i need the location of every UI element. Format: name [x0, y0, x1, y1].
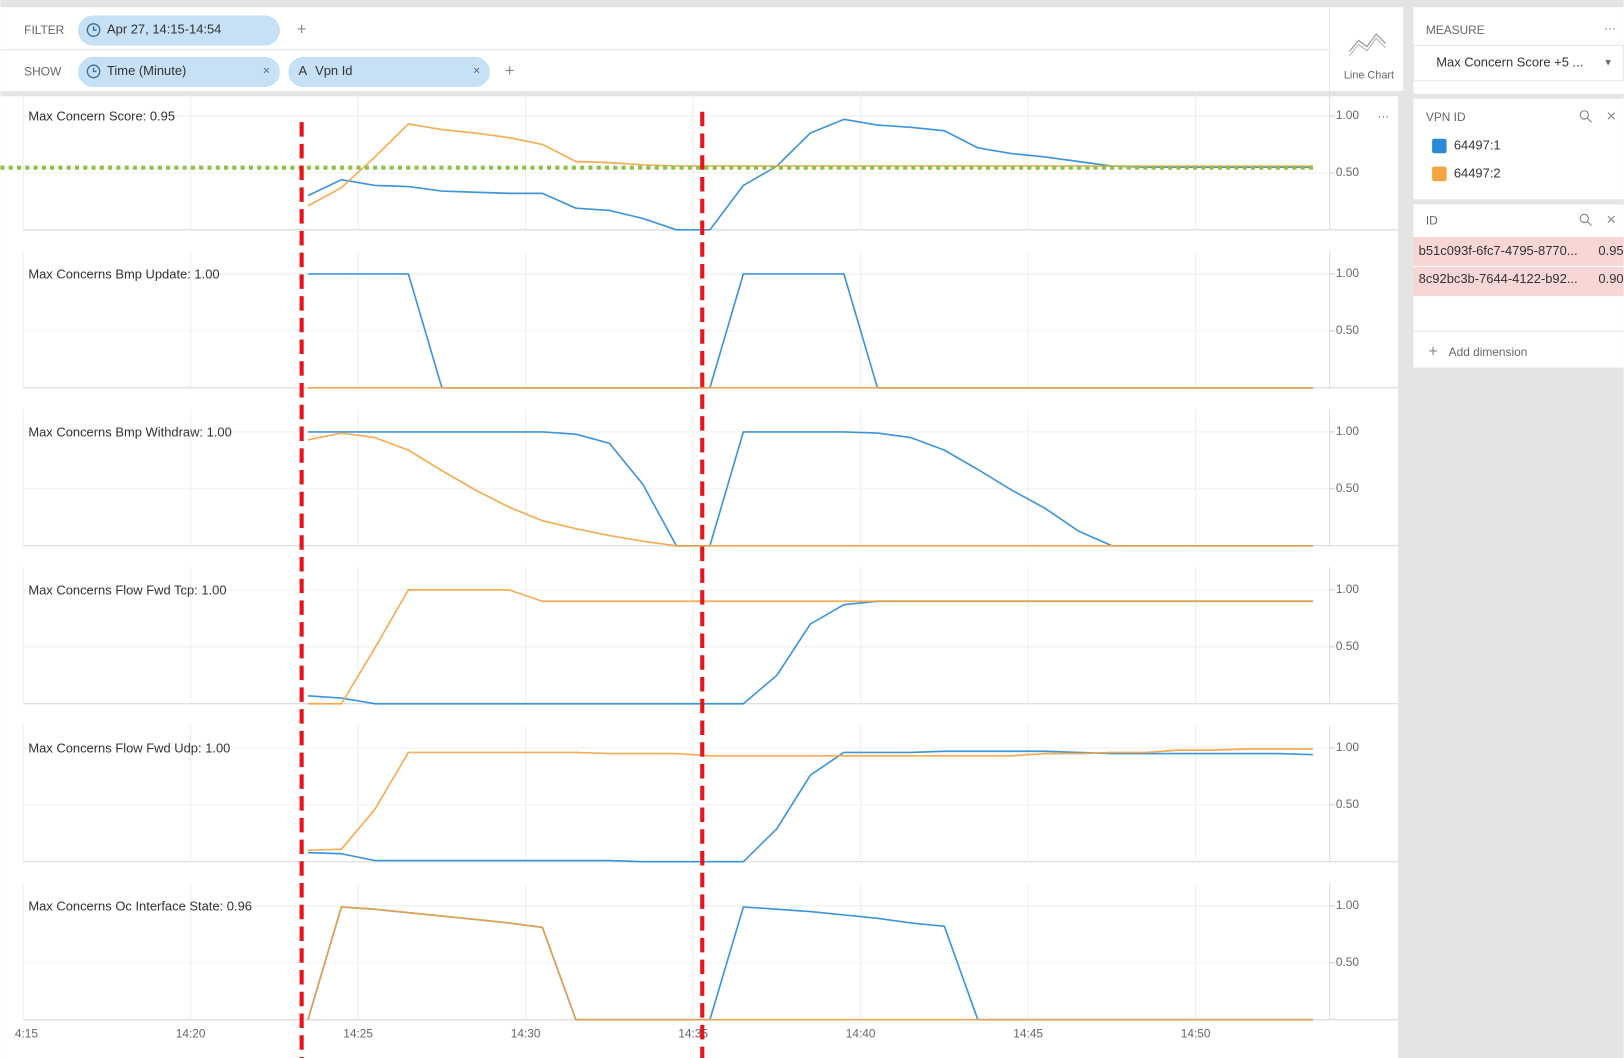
y-tick-label: 1.00 — [1336, 582, 1360, 596]
chart-menu[interactable]: ··· — [1377, 109, 1389, 123]
dropdown-box — [1412, 45, 1624, 82]
series-line — [307, 589, 1313, 705]
line-chart-icon — [1348, 33, 1386, 53]
line-chart: 0.50 1.00 Max Concerns Flow Fwd Tcp: 1.00 — [22, 567, 1398, 705]
search-icon — [1587, 117, 1592, 123]
filter-pill[interactable]: Apr 27, 14:15-14:54 — [78, 15, 280, 46]
x-tick-label: 14:30 — [511, 1026, 541, 1040]
remove-button[interactable]: × — [473, 64, 480, 78]
close-button[interactable]: × — [1606, 106, 1616, 125]
id-value: b51c093f-6fc7-4795-8770... — [1419, 243, 1578, 258]
view-label: Line Chart — [1344, 69, 1394, 81]
search-icon — [1579, 110, 1589, 120]
legend-label: 64497:1 — [1454, 137, 1501, 152]
search-button[interactable] — [1579, 213, 1592, 227]
filter-value: Apr 27, 14:15-14:54 — [107, 21, 221, 36]
y-tick-label: 0.50 — [1336, 481, 1360, 495]
id-score: 0.90 — [1598, 271, 1623, 286]
show-item: Vpn Id — [315, 63, 352, 78]
legend-swatch — [1432, 166, 1447, 182]
id-title: ID — [1426, 214, 1438, 228]
search-icon — [1579, 213, 1589, 224]
y-tick-label: 1.00 — [1336, 108, 1360, 122]
series-line — [307, 748, 1313, 852]
string-icon: A — [299, 63, 308, 78]
x-tick-label: 14:40 — [846, 1026, 876, 1040]
line-chart: 0.50 1.00 Max Concerns Bmp Withdraw: 1.00 — [22, 409, 1398, 547]
x-tick-label: 14:20 — [176, 1026, 206, 1040]
x-tick-label: 14:50 — [1181, 1026, 1211, 1040]
search-icon — [1587, 221, 1592, 227]
clock-icon — [86, 64, 101, 79]
remove-button[interactable]: × — [263, 64, 270, 78]
measure-dropdown[interactable]: Max Concern Score +5 ... ▼ — [1412, 45, 1624, 82]
pill-background — [288, 56, 491, 87]
line-chart: 14:15 14:20 14:25 14:30 14:35 14:40 14:45 14:50… — [8, 883, 1398, 1040]
add-filter[interactable]: + — [297, 19, 307, 38]
clock-hands — [92, 67, 97, 73]
legend-label: 64497:2 — [1454, 165, 1501, 180]
x-tick-label: 14:45 — [1013, 1026, 1043, 1040]
series-line — [307, 906, 1313, 1021]
line-chart: 0.50 1.00 Max Concern Score: 0.95 — [22, 93, 1398, 231]
charts: 0.50 1.00 Max Concern Score: 0.95 0.50 1.00 M… — [8, 93, 1398, 1040]
id-score: 0.95 — [1598, 243, 1623, 258]
measure-value: Max Concern Score +5 ... — [1436, 55, 1583, 70]
chart-title: Max Concerns Oc Interface State: 0.96 — [28, 898, 252, 913]
clock-icon — [86, 23, 101, 37]
y-tick-label: 0.50 — [1336, 955, 1360, 969]
show-label: SHOW — [24, 65, 62, 79]
x-tick-label: 14:25 — [343, 1026, 373, 1040]
measure-label: MEASURE — [1426, 23, 1485, 37]
row-background — [1413, 237, 1624, 267]
chart-title: Max Concern Score: 0.95 — [28, 108, 175, 123]
chart-title: Max Concerns Bmp Withdraw: 1.00 — [28, 424, 231, 439]
line-chart: 0.50 1.00 Max Concerns Flow Fwd Udp: 1.00 — [22, 725, 1398, 863]
chart-title: Max Concerns Flow Fwd Tcp: 1.00 — [28, 582, 226, 597]
filter-label: FILTER — [24, 23, 64, 37]
legend-title: VPN ID — [1426, 110, 1466, 124]
pill-background — [78, 56, 280, 87]
plus-icon: + — [1428, 341, 1438, 360]
chart-title: Max Concerns Bmp Update: 1.00 — [28, 266, 219, 281]
y-tick-label: 1.00 — [1336, 898, 1360, 912]
show-pill[interactable]: Time (Minute) × — [78, 56, 280, 87]
y-tick-label: 1.00 — [1336, 266, 1360, 280]
line-chart: 0.50 1.00 Max Concerns Bmp Update: 1.00 — [22, 251, 1398, 389]
x-tick-label: 14:15 — [8, 1026, 38, 1040]
pill-background — [78, 15, 280, 46]
line-chart-icon — [1348, 37, 1386, 57]
y-tick-label: 1.00 — [1336, 424, 1360, 438]
show-item: Time (Minute) — [107, 63, 186, 78]
id-value: 8c92bc3b-7644-4122-b92... — [1419, 271, 1578, 286]
add-dimension-label: Add dimension — [1449, 345, 1528, 359]
clock-hands — [92, 26, 97, 31]
legend: 64497:1 64497:2 — [1432, 137, 1501, 182]
chart-panel — [0, 96, 1398, 1058]
add-show[interactable]: + — [505, 61, 515, 80]
row-background — [1413, 267, 1624, 297]
id-row[interactable]: 8c92bc3b-7644-4122-b92... 0.90 — [1413, 267, 1624, 297]
id-row[interactable]: b51c093f-6fc7-4795-8770... 0.95 — [1413, 237, 1624, 267]
series-line — [307, 432, 1313, 547]
chart-title: Max Concerns Flow Fwd Udp: 1.00 — [28, 740, 230, 755]
search-button[interactable] — [1579, 110, 1592, 123]
y-tick-label: 0.50 — [1336, 639, 1360, 653]
series-line — [307, 750, 1313, 863]
add-dimension[interactable]: + Add dimension — [1428, 341, 1527, 360]
dropdown-arrow: ▼ — [1603, 58, 1612, 68]
y-tick-label: 1.00 — [1336, 740, 1360, 754]
legend-swatch — [1432, 138, 1447, 154]
y-tick-label: 0.50 — [1336, 165, 1360, 179]
more-button[interactable]: ··· — [1604, 21, 1616, 35]
y-tick-label: 0.50 — [1336, 323, 1360, 337]
y-tick-label: 0.50 — [1336, 797, 1360, 811]
close-button[interactable]: × — [1606, 210, 1616, 229]
view-selector[interactable]: Line Chart — [1344, 33, 1394, 81]
show-pill[interactable]: A Vpn Id × — [288, 56, 491, 87]
